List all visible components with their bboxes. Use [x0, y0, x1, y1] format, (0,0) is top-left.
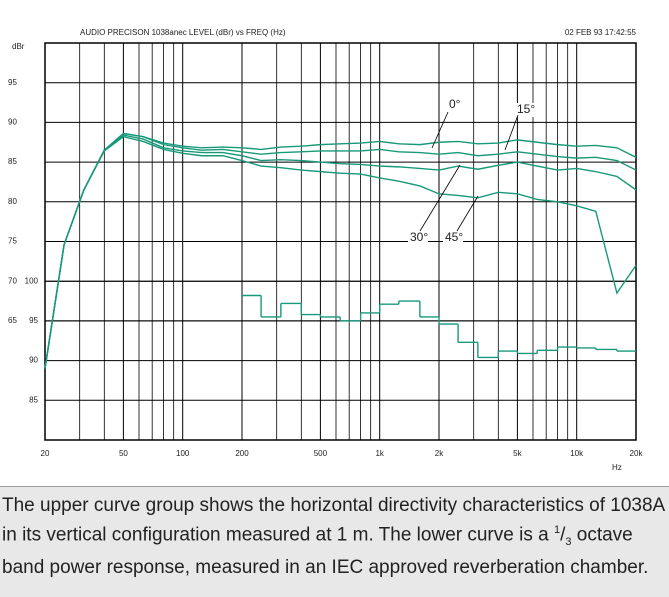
x-tick-label: 1k: [375, 449, 384, 458]
caption-text: The upper curve group shows the horizont…: [2, 495, 665, 546]
leader-line: [431, 111, 449, 149]
chart-title: AUDIO PRECISON 1038anec LEVEL (dBr) vs F…: [80, 28, 286, 37]
y-tick-label: 95: [8, 78, 17, 87]
x-axis-label: Hz: [612, 463, 622, 472]
y-tick-label: 80: [8, 197, 17, 206]
label-bg: [443, 231, 463, 245]
leader-line: [419, 164, 461, 232]
chart: AUDIO PRECISON 1038anec LEVEL (dBr) vs F…: [8, 28, 644, 472]
response-curve: [44, 135, 637, 369]
y-tick-label: 70: [8, 276, 17, 285]
chart-date: 02 FEB 93 17:42:55: [565, 28, 637, 37]
series-label: 45°: [445, 230, 463, 244]
x-tick-label: 5k: [513, 449, 522, 458]
response-curve: [44, 132, 637, 369]
label-bg: [408, 231, 428, 245]
label-bg: [447, 98, 467, 112]
y-tick-label: 75: [8, 237, 17, 246]
caption-slash: /: [560, 524, 566, 546]
x-tick-label: 50: [119, 449, 128, 458]
plot-frame: [44, 42, 637, 441]
y-tick-label: 90: [8, 118, 17, 127]
caption-sub: 3: [565, 536, 572, 549]
leader-line: [456, 195, 479, 232]
series-label: 15°: [517, 102, 535, 116]
x-tick-label: 10k: [570, 449, 584, 458]
x-tick-label: 20: [41, 449, 50, 458]
x-tick-label: 20k: [630, 449, 644, 458]
leader-line: [504, 114, 519, 151]
series-label: 30°: [410, 230, 428, 244]
y2-tick-label: 100: [25, 276, 39, 285]
x-tick-label: 2k: [435, 449, 444, 458]
caption-sup: 1: [553, 524, 561, 536]
caption-text: octave band power response, measured in …: [2, 524, 649, 579]
y-axis-label: dBr: [12, 42, 25, 51]
x-tick-label: 200: [235, 449, 249, 458]
x-tick-label: 500: [314, 449, 328, 458]
y-tick-label: 65: [8, 316, 17, 325]
x-tick-label: 100: [176, 449, 190, 458]
series-label: 0°: [449, 97, 461, 111]
y2-tick-label: 90: [29, 356, 38, 365]
caption: The upper curve group shows the horizont…: [0, 486, 669, 597]
response-curve: [44, 134, 637, 369]
y2-tick-label: 95: [29, 316, 38, 325]
y2-tick-label: 85: [29, 395, 38, 404]
label-bg: [515, 103, 535, 117]
response-curve: [44, 132, 637, 369]
y-tick-label: 85: [8, 157, 17, 166]
